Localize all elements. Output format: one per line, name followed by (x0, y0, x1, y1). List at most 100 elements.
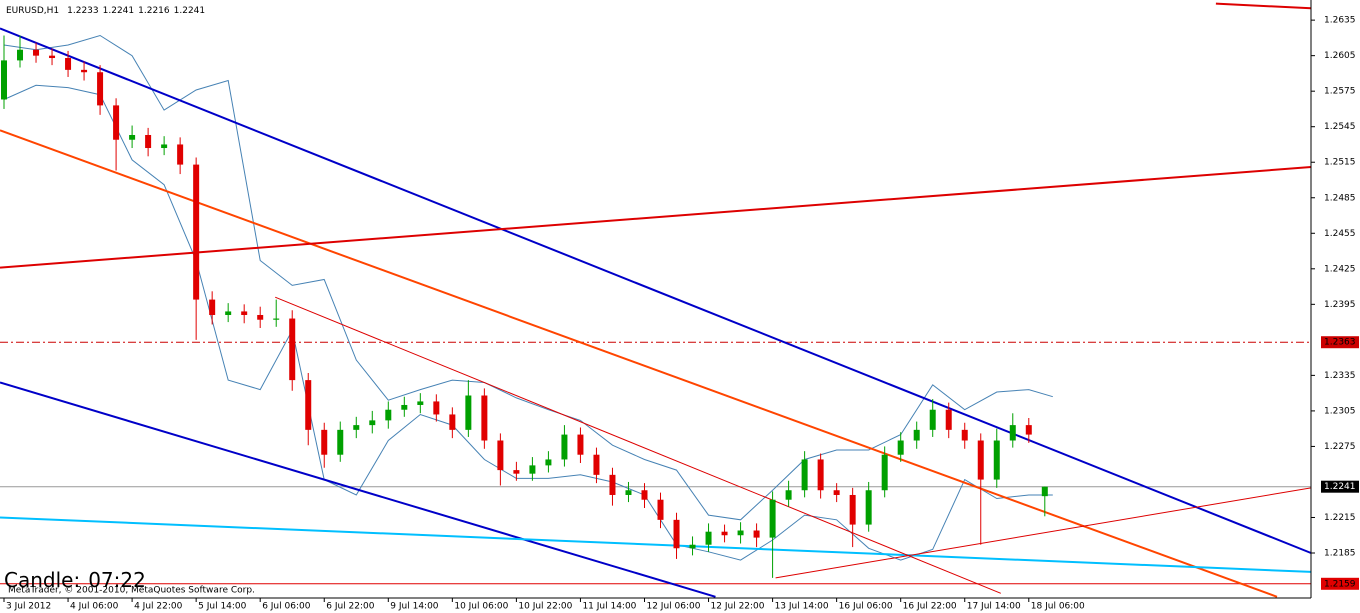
candle-body (449, 414, 456, 430)
candle-body (161, 144, 168, 149)
candle-body (305, 380, 312, 430)
level-label: 1.2159 (1324, 579, 1356, 589)
y-tick-label: 1.2575 (1324, 87, 1356, 97)
candle-body (225, 311, 232, 315)
candle-body (737, 530, 744, 536)
y-tick-label: 1.2545 (1324, 122, 1356, 132)
candle-body (593, 454, 600, 475)
candle-body (673, 519, 680, 549)
candle-body (753, 530, 760, 538)
candle-body (113, 105, 120, 140)
candle-body (1009, 425, 1016, 441)
open: 1.2233 (67, 6, 99, 16)
copyright: MetaTrader, © 2001-2010, MetaQuotes Soft… (8, 586, 255, 596)
candle-body (33, 49, 40, 56)
candle-body (17, 49, 24, 61)
candle-body (1, 60, 8, 100)
candle-body (513, 470, 520, 474)
candle-body (561, 434, 568, 460)
countdown-label: Candle: (4, 568, 80, 592)
candle-body (641, 490, 648, 500)
x-tick-label: 16 Jul 22:00 (903, 602, 957, 612)
bid-label: 1.2241 (1324, 482, 1356, 492)
candle-body (481, 395, 488, 441)
x-tick-label: 5 Jul 14:00 (198, 602, 247, 612)
candle-body (65, 58, 72, 70)
x-tick-label: 18 Jul 06:00 (1031, 602, 1085, 612)
candle-body (145, 134, 152, 149)
bid-label-box (1321, 480, 1359, 493)
trend-line (0, 27, 1312, 554)
candle-body (385, 409, 392, 421)
candle-body (49, 55, 56, 59)
candle-body (625, 490, 632, 495)
candle-body (993, 440, 1000, 480)
candle-body (657, 499, 664, 520)
y-tick-label: 1.2215 (1324, 513, 1356, 523)
candle-body (417, 401, 424, 405)
x-tick-label: 10 Jul 06:00 (454, 602, 508, 612)
y-tick-label: 1.2485 (1324, 193, 1356, 203)
candle-body (1025, 425, 1032, 435)
candle-body (817, 459, 824, 491)
candle-body (977, 440, 984, 480)
candle-body (769, 499, 776, 538)
candle-body (81, 69, 88, 73)
x-tick-label: 4 Jul 22:00 (134, 602, 183, 612)
y-tick-label: 1.2305 (1324, 406, 1356, 416)
candle-body (785, 490, 792, 500)
candle-body (577, 434, 584, 455)
candle-body (193, 164, 200, 300)
candle-body (241, 311, 248, 315)
high: 1.2241 (103, 6, 135, 16)
candle-body (257, 314, 264, 320)
candle-body (273, 318, 280, 320)
trend-line (275, 296, 1001, 594)
x-tick-label: 11 Jul 14:00 (582, 602, 636, 612)
y-tick-label: 1.2425 (1324, 264, 1356, 274)
candle-countdown: Candle: 07:22 (4, 568, 146, 592)
candle-body (289, 318, 296, 381)
trend-line (1215, 2, 1312, 10)
x-tick-label: 6 Jul 22:00 (326, 602, 375, 612)
candle-body (865, 490, 872, 525)
candle-body (961, 429, 968, 441)
x-tick-label: 3 Jul 2012 (6, 602, 51, 612)
candle-body (705, 531, 712, 545)
x-tick-label: 4 Jul 06:00 (70, 602, 119, 612)
candle-body (913, 429, 920, 441)
candle-body (177, 144, 184, 165)
level-label: 1.2363 (1324, 338, 1356, 348)
candle-body (433, 401, 440, 415)
y-tick-label: 1.2335 (1324, 371, 1356, 381)
symbol: EURUSD,H1 (6, 6, 59, 16)
trend-line (0, 166, 1312, 269)
y-tick-label: 1.2455 (1324, 229, 1356, 239)
level-label-box (1321, 336, 1359, 349)
trend-line (775, 487, 1312, 579)
low: 1.2216 (138, 6, 170, 16)
level-label-box (1321, 577, 1359, 590)
candle-body (321, 429, 328, 455)
candle-body (881, 454, 888, 491)
candle-body (689, 544, 696, 549)
candle-body (337, 429, 344, 455)
y-tick-label: 1.2515 (1324, 158, 1356, 168)
candle-body (801, 459, 808, 491)
trend-line (0, 129, 1278, 598)
x-tick-label: 17 Jul 14:00 (967, 602, 1021, 612)
candle-body (529, 465, 536, 474)
candle-body (497, 440, 504, 471)
close: 1.2241 (174, 6, 206, 16)
x-tick-label: 12 Jul 22:00 (711, 602, 765, 612)
candle-body (1041, 486, 1048, 497)
candle-body (129, 134, 136, 140)
candle-body (609, 474, 616, 495)
plot-area (0, 2, 1312, 598)
x-tick-label: 16 Jul 06:00 (839, 602, 893, 612)
candle-body (401, 404, 408, 410)
x-tick-label: 12 Jul 06:00 (646, 602, 700, 612)
candle-body (369, 420, 376, 426)
